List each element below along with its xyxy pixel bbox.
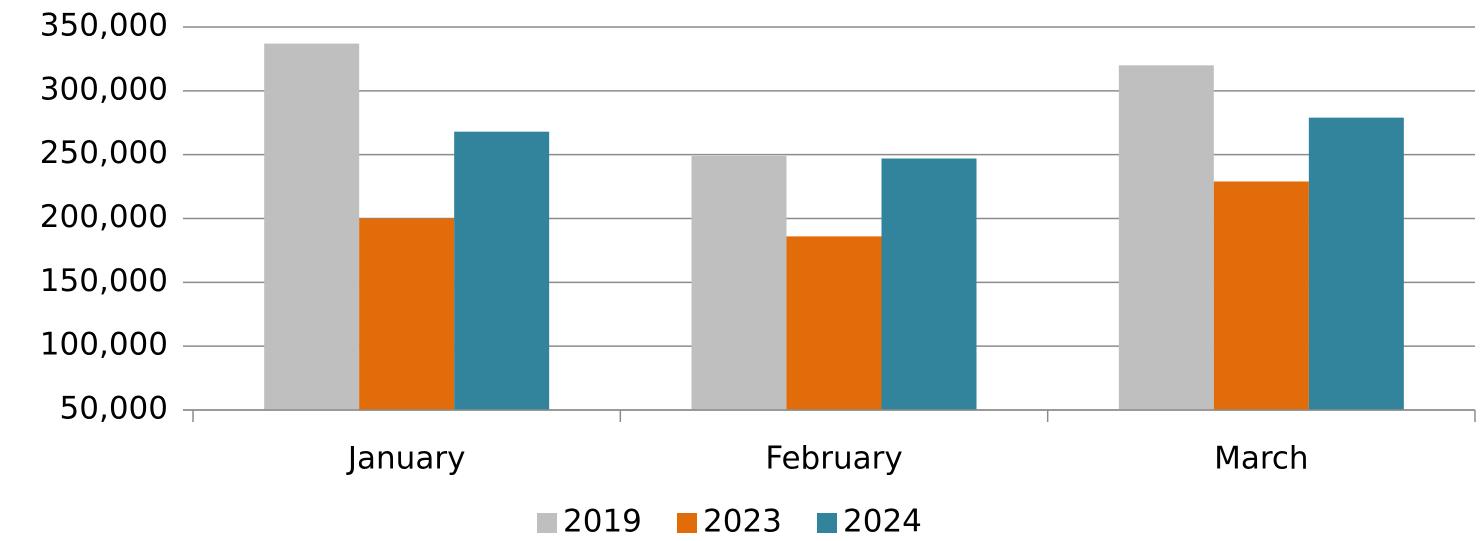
legend-label: 2024 — [843, 504, 922, 540]
bar — [691, 155, 787, 410]
bar — [264, 43, 360, 410]
bar — [1213, 181, 1309, 410]
legend-label: 2019 — [563, 504, 642, 540]
x-tick-label: January — [346, 441, 466, 477]
bar — [1118, 65, 1214, 411]
legend-swatch — [537, 513, 557, 533]
y-tick-label: 50,000 — [60, 391, 168, 427]
legend-label: 2023 — [703, 504, 782, 540]
y-tick-label: 100,000 — [40, 327, 168, 363]
bar — [786, 236, 882, 410]
y-tick-label: 300,000 — [40, 71, 168, 107]
y-tick-label: 350,000 — [40, 8, 168, 44]
legend-swatch — [677, 513, 697, 533]
x-tick-label: March — [1214, 441, 1309, 477]
y-tick-label: 250,000 — [40, 135, 168, 171]
y-tick-label: 150,000 — [40, 263, 168, 299]
bar — [881, 158, 977, 410]
y-tick-label: 200,000 — [40, 199, 168, 235]
bar — [359, 218, 455, 410]
bar — [454, 131, 550, 411]
legend-swatch — [817, 513, 837, 533]
bar — [1308, 117, 1404, 410]
x-tick-label: February — [765, 441, 902, 477]
